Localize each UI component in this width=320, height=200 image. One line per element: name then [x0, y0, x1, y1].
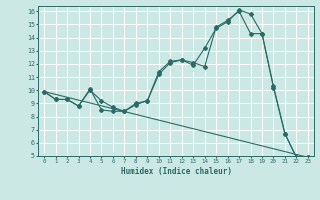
X-axis label: Humidex (Indice chaleur): Humidex (Indice chaleur) [121, 167, 231, 176]
